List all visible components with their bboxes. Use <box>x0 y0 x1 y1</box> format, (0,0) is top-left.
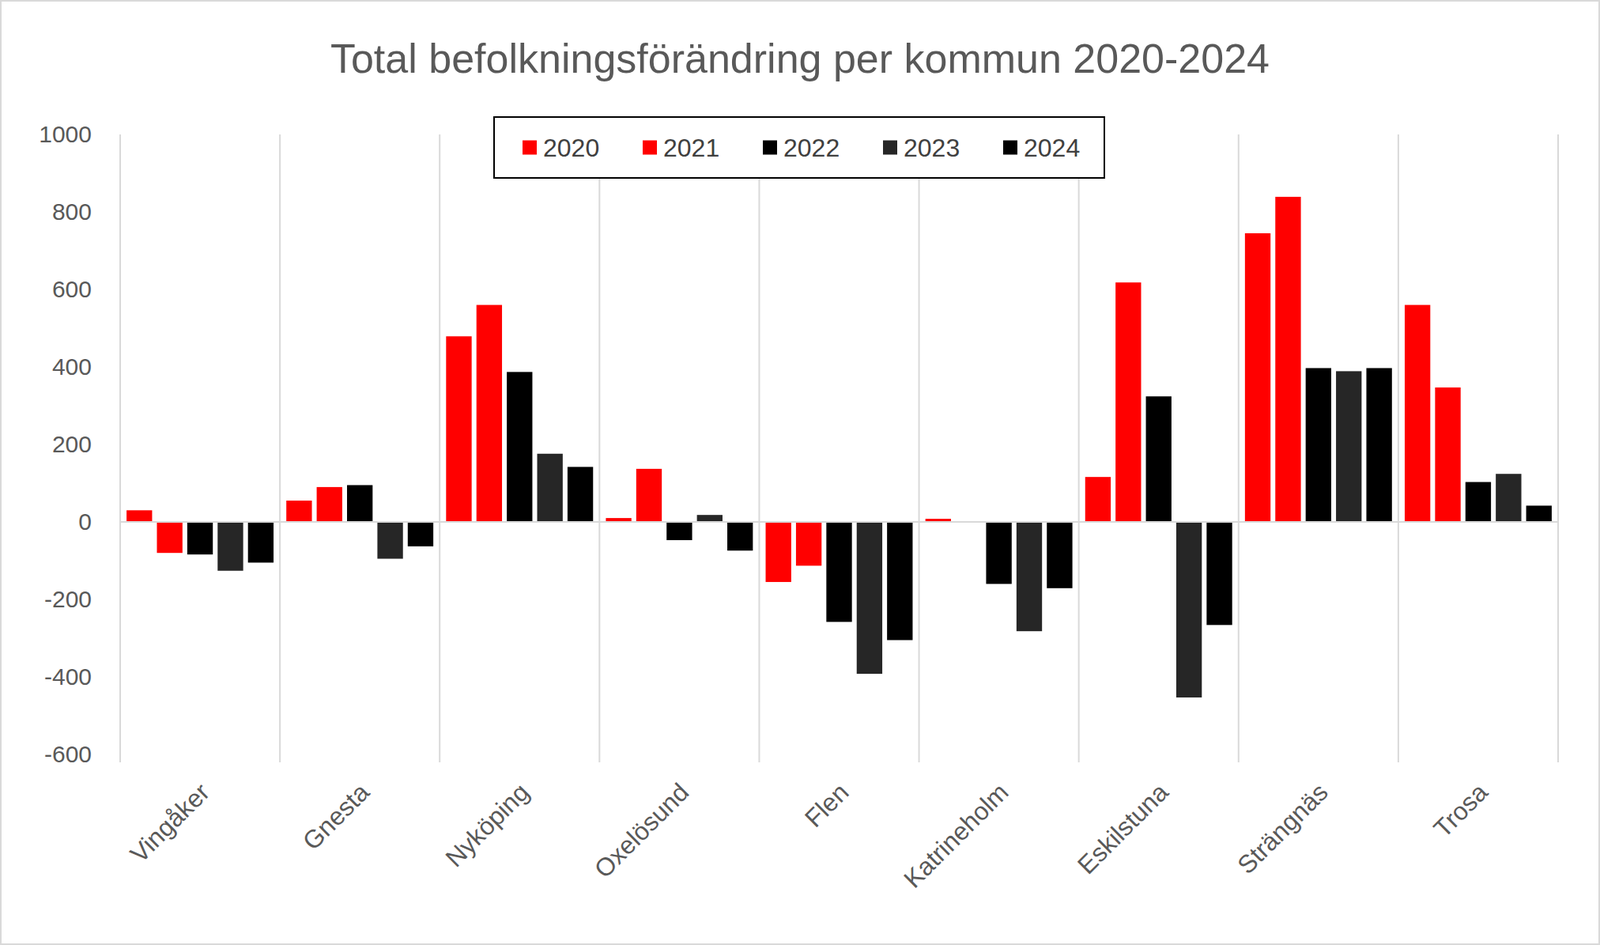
category-separator <box>279 134 281 763</box>
legend-label: 2020 <box>543 133 600 163</box>
bar <box>407 521 434 547</box>
bar <box>1115 282 1141 522</box>
bar <box>248 521 274 563</box>
bar <box>856 521 883 674</box>
legend-label: 2021 <box>663 133 720 163</box>
bar <box>445 335 472 522</box>
category-separator <box>1397 134 1400 763</box>
bar <box>1146 396 1172 522</box>
y-tick-label: 1000 <box>38 120 92 148</box>
bar <box>1016 521 1042 631</box>
bar <box>1495 473 1521 522</box>
bar <box>1046 521 1072 589</box>
legend-label: 2022 <box>783 133 840 163</box>
bar <box>886 521 913 640</box>
title: Total befolkningsförändring per kommun 2… <box>330 35 1270 82</box>
bar <box>506 371 533 522</box>
bar <box>1526 505 1552 522</box>
chart-frame <box>0 0 1600 944</box>
legend-box <box>494 116 1105 178</box>
category-separator <box>598 134 600 763</box>
bar <box>1404 305 1431 522</box>
bar <box>1275 196 1301 522</box>
category-separator <box>119 134 121 763</box>
bar <box>476 305 502 522</box>
bar <box>985 521 1012 584</box>
y-tick-label: 600 <box>52 275 92 302</box>
bar <box>1305 367 1332 522</box>
bar <box>1085 476 1111 522</box>
category-separator <box>1078 134 1080 763</box>
bar <box>217 521 243 571</box>
legend: 2020 2021 2022 2023 2024 <box>494 116 1105 178</box>
bar <box>1366 367 1392 522</box>
bar <box>316 486 343 522</box>
bar <box>1335 370 1362 522</box>
bar <box>1465 482 1491 522</box>
x-tick-label: Nyköping <box>439 777 535 872</box>
chart: Total befolkningsförändring per kommun 2… <box>0 0 1600 945</box>
y-tick-label: 200 <box>52 430 92 457</box>
bar <box>156 521 182 553</box>
bar <box>377 521 403 559</box>
legend-label: 2023 <box>903 133 960 163</box>
bar <box>537 453 563 522</box>
y-tick-label: 800 <box>52 198 92 225</box>
category-separator <box>438 134 441 763</box>
bars <box>126 196 1552 698</box>
bar <box>286 500 312 522</box>
bar <box>697 514 723 522</box>
x-tick-label: Trosa <box>1427 777 1494 843</box>
bar <box>1206 521 1232 625</box>
bar <box>1176 521 1202 698</box>
legend-label: 2024 <box>1023 133 1080 163</box>
y-tick-label: -600 <box>44 740 92 767</box>
legend-swatch <box>522 140 537 155</box>
x-tick-label: Flen <box>799 777 854 832</box>
bar <box>766 521 792 582</box>
x-tick-label: Strängnäs <box>1231 777 1334 880</box>
bar <box>347 484 373 522</box>
legend-swatch <box>1003 140 1018 155</box>
bar <box>1434 387 1461 522</box>
x-tick-label: Gnesta <box>297 777 376 856</box>
category-separator <box>758 134 760 763</box>
category-separator <box>1237 134 1240 763</box>
bar <box>187 521 213 555</box>
legend-swatch <box>642 140 657 155</box>
y-tick-label: -200 <box>44 585 92 612</box>
legend-swatch <box>762 140 778 155</box>
y-tick-label: 400 <box>52 353 92 380</box>
category-separator <box>1557 134 1559 763</box>
zero-line <box>120 520 1559 523</box>
bar <box>826 521 852 622</box>
bar <box>727 521 753 551</box>
bar <box>1245 233 1271 522</box>
bar <box>666 521 692 540</box>
bar <box>636 468 662 522</box>
legend-swatch <box>883 140 898 155</box>
x-tick-label: Vingåker <box>124 777 216 868</box>
x-tick-label: Eskilstuna <box>1071 777 1174 880</box>
x-tick-label: Katrineholm <box>898 777 1014 893</box>
bar <box>126 509 152 522</box>
x-tick-label: Oxelösund <box>588 777 695 884</box>
category-separator <box>918 134 921 763</box>
y-tick-label: -400 <box>44 663 92 690</box>
y-tick-label: 0 <box>78 508 92 535</box>
bar <box>796 521 822 566</box>
bar <box>567 466 593 522</box>
